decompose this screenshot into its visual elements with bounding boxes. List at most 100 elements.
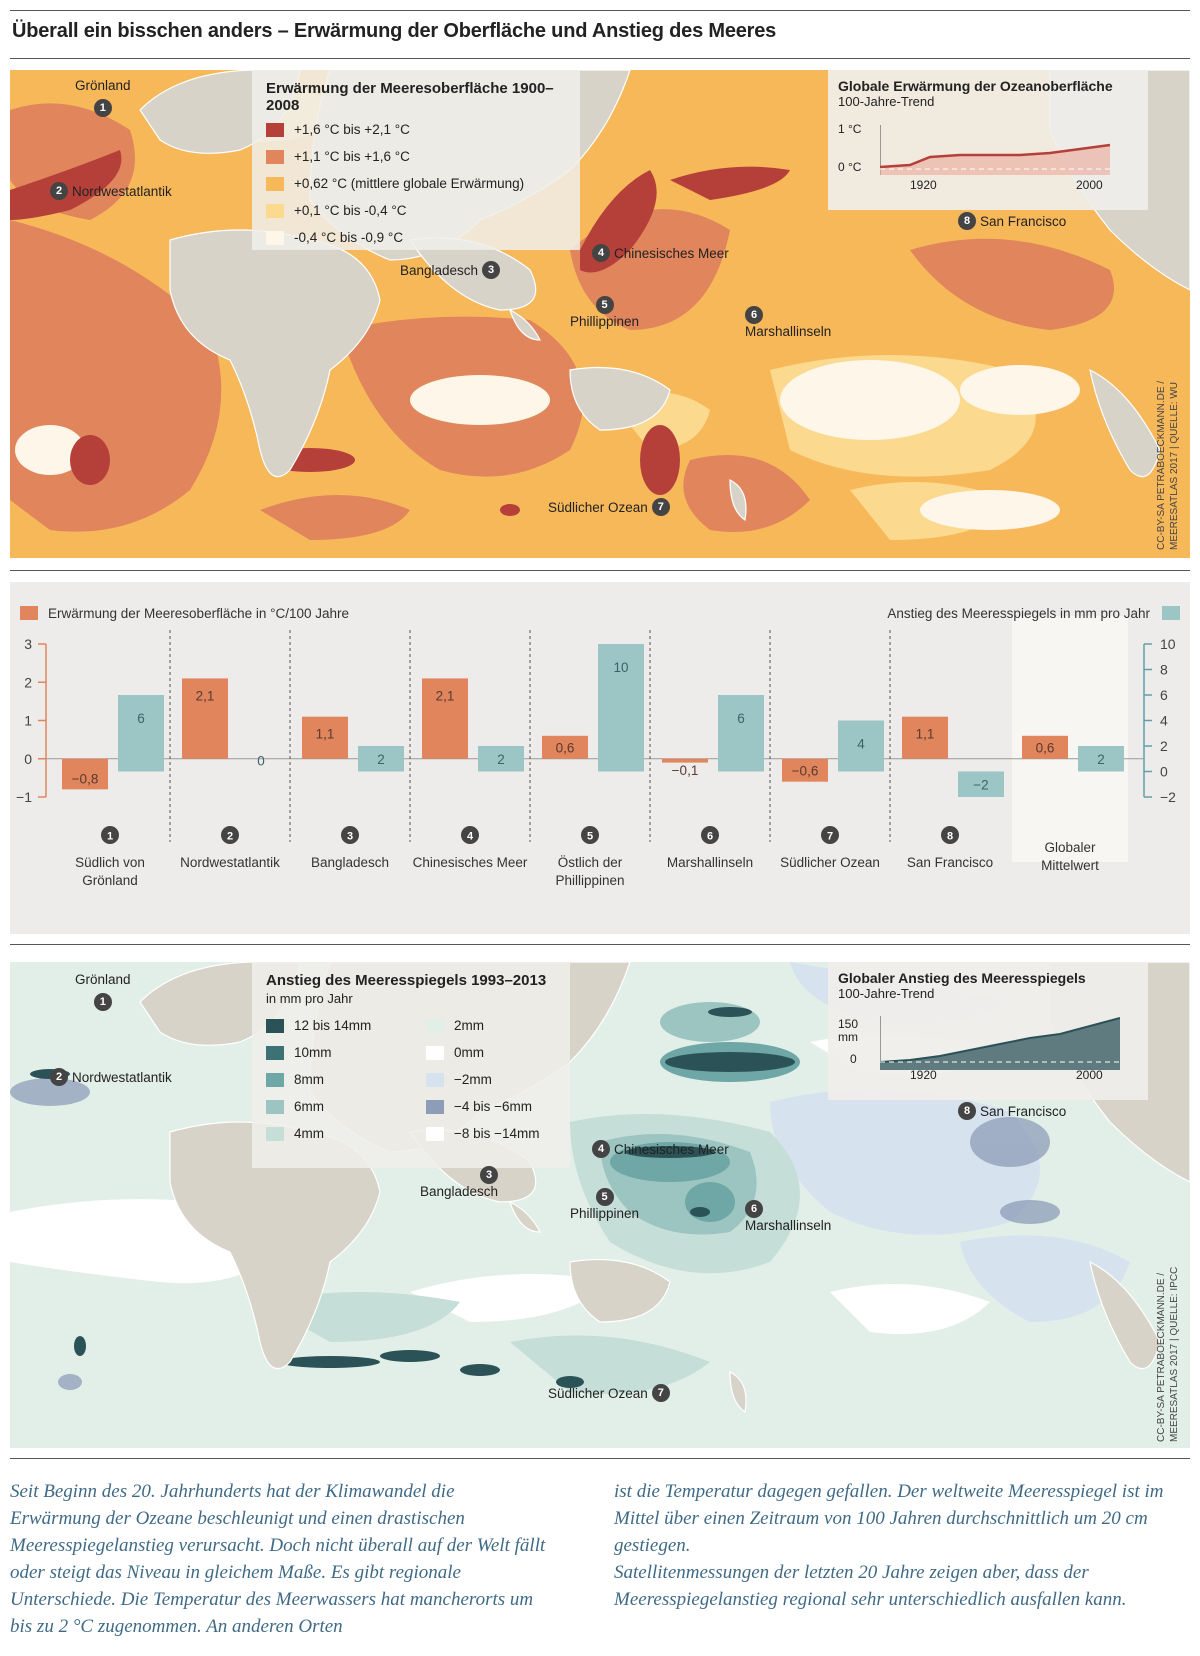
legend-item: −8 bis −14mm bbox=[426, 1120, 556, 1147]
marker-label: Südlicher Ozean bbox=[548, 499, 648, 515]
legend-label: +0,62 °C (mittlere globale Erwärmung) bbox=[294, 176, 525, 191]
credit-line-1: CC-BY-SA PETRABOECKMANN.DE / bbox=[1156, 1272, 1167, 1442]
marker-8-san-francisco[interactable]: 8 San Francisco bbox=[958, 212, 1066, 230]
bar-value-label-sea-level: 0 bbox=[257, 754, 265, 769]
marker-number: 6 bbox=[745, 1200, 763, 1218]
sea-inset-x-left: 1920 bbox=[910, 1068, 937, 1082]
credit-line-2: MEERESATLAS 2017 | QUELLE: WU bbox=[1169, 381, 1180, 550]
marker-number: 3 bbox=[482, 261, 501, 279]
marker-2-northwest-atlantic[interactable]: 2 Nordwestatlantik bbox=[50, 1068, 172, 1086]
left-axis-label: 1 bbox=[24, 713, 32, 729]
legend-swatch bbox=[266, 203, 284, 218]
temperature-map: Erwärmung der Meeresoberfläche 1900–2008… bbox=[10, 70, 1190, 558]
legend-swatch bbox=[266, 176, 284, 191]
body-text-left: Seit Beginn des 20. Jahrhunderts hat der… bbox=[10, 1481, 546, 1637]
sea-level-trend-area bbox=[880, 1016, 1120, 1070]
sea-level-map: Anstieg des Meeresspiegels 1993–2013 in … bbox=[10, 962, 1190, 1448]
legend-swatch-sea-level bbox=[1162, 606, 1180, 620]
legend-item: 2mm bbox=[426, 1012, 556, 1039]
marker-6-marshall-islands[interactable]: 6 Marshallinseln bbox=[745, 1200, 831, 1233]
marker-label: Südlicher Ozean bbox=[548, 1385, 648, 1401]
body-text-right-2: Satellitenmessungen der letzten 20 Jahre… bbox=[614, 1562, 1127, 1610]
left-axis-label: −1 bbox=[16, 789, 32, 805]
legend-label: 6mm bbox=[294, 1099, 324, 1114]
legend-swatch bbox=[426, 1045, 444, 1060]
bar-value-label-temperature: 1,1 bbox=[916, 727, 935, 742]
marker-label: Nordwestatlantik bbox=[72, 1069, 172, 1085]
legend-label-temperature: Erwärmung der Meeresoberfläche in °C/100… bbox=[48, 606, 349, 621]
legend-swatch bbox=[266, 1099, 284, 1114]
credit-line-2: MEERESATLAS 2017 | QUELLE: IPCC bbox=[1169, 1266, 1180, 1442]
marker-label: Phillippinen bbox=[570, 1206, 640, 1221]
marker-6-marshall-islands[interactable]: 6 Marshallinseln bbox=[745, 306, 831, 339]
left-axis-label: 2 bbox=[24, 674, 32, 690]
legend-label: -0,4 °C bis -0,9 °C bbox=[294, 230, 404, 245]
marker-4-china-sea[interactable]: 4 Chinesisches Meer bbox=[592, 244, 729, 262]
legend-swatch bbox=[266, 149, 284, 164]
bar-temperature bbox=[902, 716, 948, 759]
legend-label: −4 bis −6mm bbox=[454, 1099, 533, 1114]
marker-3-bangladesh[interactable]: 3 Bangladesch bbox=[420, 1166, 498, 1199]
marker-3-bangladesh[interactable]: Bangladesch 3 bbox=[400, 261, 501, 279]
category-label: Phillippinen bbox=[555, 873, 624, 888]
legend-swatch bbox=[426, 1099, 444, 1114]
marker-number: 6 bbox=[745, 306, 763, 324]
sea-zone-12mm bbox=[30, 1007, 795, 1388]
legend-label: 12 bis 14mm bbox=[294, 1018, 372, 1033]
warming-zone-medium bbox=[10, 103, 1114, 540]
ocean-warming-inset-subtitle: 100-Jahre-Trend bbox=[838, 94, 935, 109]
marker-1-greenland[interactable]: Grönland 1 bbox=[75, 972, 131, 1011]
sea-inset-y-top: 150 mm bbox=[838, 1017, 859, 1044]
legend-swatch bbox=[266, 1018, 284, 1033]
legend-item: 4mm bbox=[266, 1120, 426, 1147]
marker-7-southern-ocean[interactable]: Südlicher Ozean 7 bbox=[548, 498, 670, 516]
marker-8-san-francisco[interactable]: 8 San Francisco bbox=[958, 1102, 1066, 1120]
sea-level-inset-title: Globaler Anstieg des Meeresspiegels bbox=[838, 970, 1086, 986]
sea-level-legend-title: Anstieg des Meeresspiegels 1993–2013 bbox=[266, 972, 547, 989]
top-rule bbox=[10, 10, 1190, 11]
category-number-circle bbox=[101, 826, 119, 844]
legend-swatch bbox=[426, 1072, 444, 1087]
category-number-circle bbox=[581, 826, 599, 844]
inset-x-left: 1920 bbox=[910, 178, 937, 192]
sea-inset-y-bottom: 0 bbox=[850, 1052, 857, 1066]
legend-item: +0,1 °C bis -0,4 °C bbox=[266, 197, 566, 224]
marker-2-northwest-atlantic[interactable]: 2 Nordwestatlantik bbox=[50, 182, 172, 200]
category-label: Grönland bbox=[82, 873, 138, 888]
category-label: Mittelwert bbox=[1041, 858, 1099, 873]
marker-number: 1 bbox=[93, 99, 112, 117]
bar-temperature bbox=[182, 678, 228, 759]
bar-sea-level bbox=[718, 695, 764, 772]
right-axis-label: −2 bbox=[1160, 789, 1176, 805]
ocean-warming-inset: Globale Erwärmung der Ozeanoberfläche 10… bbox=[828, 70, 1148, 210]
marker-1-greenland[interactable]: Grönland 1 bbox=[75, 78, 131, 117]
marker-4-china-sea[interactable]: 4 Chinesisches Meer bbox=[592, 1140, 729, 1158]
sea-level-map-credit: CC-BY-SA PETRABOECKMANN.DE / MEERESATLAS… bbox=[1155, 1232, 1181, 1442]
category-label: Bangladesch bbox=[311, 855, 389, 870]
marker-label: Phillippinen bbox=[570, 314, 640, 329]
marker-5-philippines[interactable]: 5 Phillippinen bbox=[570, 1188, 639, 1221]
body-text-right-1: ist die Temperatur dagegen gefallen. Der… bbox=[614, 1481, 1164, 1556]
legend-swatch bbox=[266, 230, 284, 245]
bar-value-label-temperature: 2,1 bbox=[196, 688, 215, 703]
bar-value-label-temperature: −0,1 bbox=[672, 763, 699, 778]
temperature-legend-title: Erwärmung der Meeresoberfläche 1900–2008 bbox=[266, 80, 554, 114]
right-axis-label: 0 bbox=[1160, 764, 1168, 780]
legend-item: −2mm bbox=[426, 1066, 556, 1093]
marker-label: Chinesisches Meer bbox=[614, 1141, 729, 1157]
marker-7-southern-ocean[interactable]: Südlicher Ozean 7 bbox=[548, 1384, 670, 1402]
marker-5-philippines[interactable]: 5 Phillippinen bbox=[570, 296, 639, 329]
legend-item: +1,6 °C bis +2,1 °C bbox=[266, 116, 566, 143]
bar-temperature bbox=[422, 678, 468, 759]
legend-swatch bbox=[266, 1045, 284, 1060]
bar-value-label-temperature: −0,8 bbox=[72, 771, 99, 786]
marker-label: Grönland bbox=[75, 972, 131, 987]
marker-number: 3 bbox=[480, 1166, 499, 1184]
left-axis-label: 3 bbox=[24, 636, 32, 652]
rule-above-chart bbox=[10, 570, 1190, 571]
sea-level-inset: Globaler Anstieg des Meeresspiegels 100-… bbox=[828, 962, 1148, 1100]
marker-label: Chinesisches Meer bbox=[614, 245, 729, 261]
category-label: Globaler bbox=[1044, 840, 1096, 855]
legend-swatch bbox=[266, 1072, 284, 1087]
marker-number: 4 bbox=[592, 1140, 610, 1158]
